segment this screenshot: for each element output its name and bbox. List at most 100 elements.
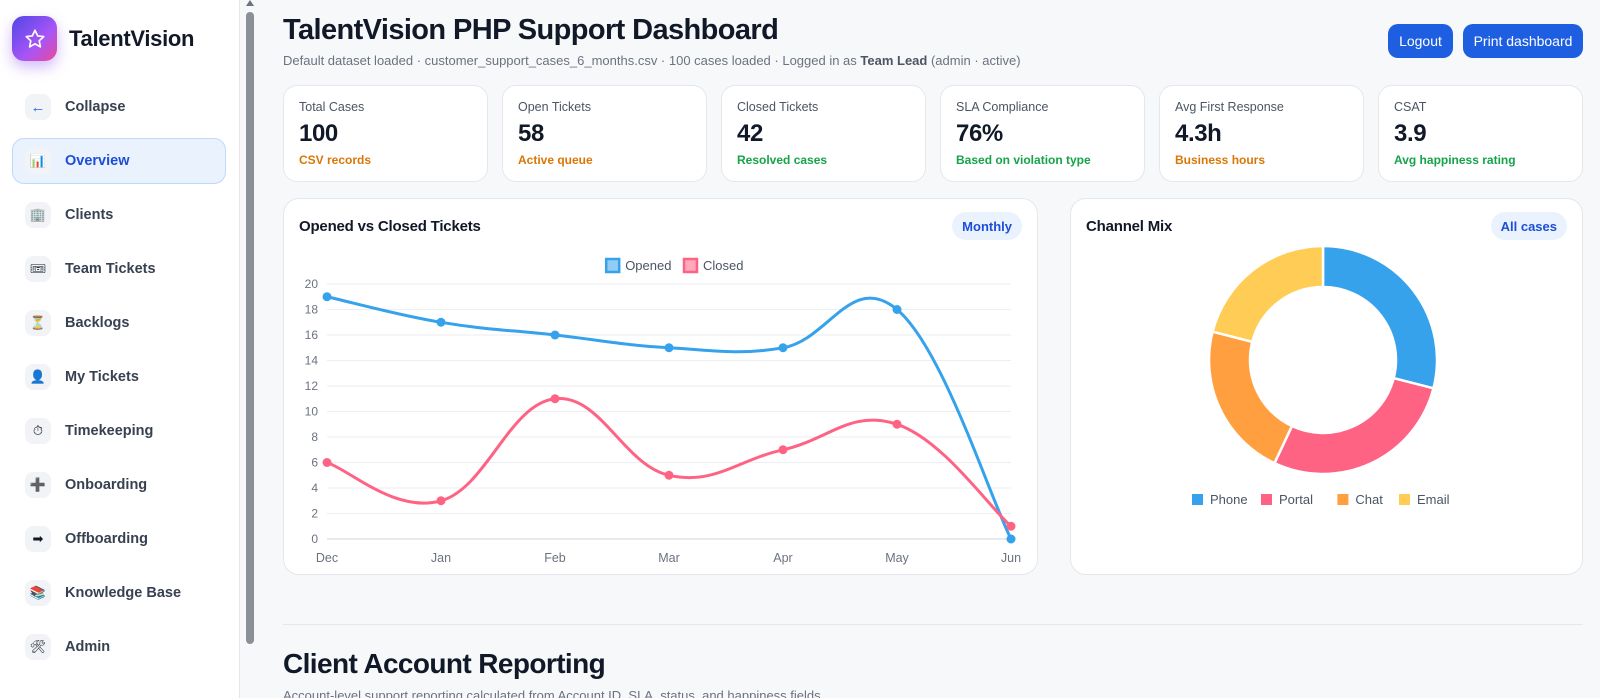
sidebar-item-label: My Tickets [65, 369, 139, 385]
page-subtitle: Default dataset loaded · customer_suppor… [283, 53, 1021, 68]
legend-swatch-opened[interactable] [604, 257, 621, 274]
sidebar-item-clients[interactable]: 🏢 Clients [12, 192, 226, 238]
subtitle-dataset-info: Default dataset loaded · customer_suppor… [283, 53, 861, 68]
kpi-value: 100 [299, 120, 338, 147]
data-point-opened[interactable] [550, 330, 560, 340]
sidebar-item-offboarding[interactable]: ➡ Offboarding [12, 516, 226, 562]
sidebar-item-collapse[interactable]: ← Collapse [12, 84, 226, 130]
bar-chart-icon: 📊 [25, 148, 51, 174]
donut-chart-title: Channel Mix [1086, 218, 1173, 235]
print-dashboard-button[interactable]: Print dashboard [1463, 24, 1583, 58]
sidebar-item-knowledge-base[interactable]: 📚 Knowledge Base [12, 570, 226, 616]
sidebar-item-my-tickets[interactable]: 👤 My Tickets [12, 354, 226, 400]
x-tick-label: Jun [1001, 551, 1021, 565]
x-tick-label: Dec [316, 551, 338, 565]
sidebar-scrollbar[interactable] [244, 0, 256, 698]
legend-label-portal[interactable]: Portal [1279, 492, 1313, 507]
kpi-value: 42 [737, 120, 763, 147]
legend-label-chat[interactable]: Chat [1355, 492, 1383, 507]
data-point-opened[interactable] [892, 305, 902, 314]
donut-slice-email[interactable] [1211, 244, 1325, 344]
legend-swatch-portal[interactable] [1261, 494, 1272, 505]
line-chart-legend: Opened Closed [604, 257, 743, 274]
y-tick-label: 18 [305, 303, 319, 317]
y-tick-label: 16 [305, 328, 319, 342]
legend-swatch-phone[interactable] [1192, 494, 1203, 505]
sidebar-item-team-tickets[interactable]: 🎟 Team Tickets [12, 246, 226, 292]
sidebar-item-label: Admin [65, 639, 111, 655]
sidebar-item-onboarding[interactable]: ➕ Onboarding [12, 462, 226, 508]
y-tick-label: 0 [311, 532, 318, 546]
star-logo-icon [12, 16, 57, 61]
donut-slice-chat[interactable] [1207, 330, 1294, 465]
monthly-filter-pill[interactable]: Monthly [952, 212, 1022, 240]
logout-button[interactable]: Logout [1388, 24, 1453, 58]
client-reporting-subtitle: Account-level support reporting calculat… [283, 688, 825, 698]
arrow-left-icon: ← [25, 94, 51, 120]
y-gridlines [327, 283, 1011, 540]
building-icon: 🏢 [25, 202, 51, 228]
kpi-note: Avg happiness rating [1394, 153, 1516, 167]
subtitle-user-status: (admin · active) [927, 53, 1021, 68]
sidebar-item-overview[interactable]: 📊 Overview [12, 138, 226, 184]
data-point-closed[interactable] [436, 496, 446, 506]
kpi-row: Total Cases 100 CSV records Open Tickets 58 A… [283, 85, 1583, 182]
x-tick-label: May [885, 551, 909, 565]
line-chart-title: Opened vs Closed Tickets [299, 218, 481, 235]
legend-label-phone[interactable]: Phone [1210, 492, 1248, 507]
legend-swatch-email[interactable] [1399, 494, 1410, 505]
sidebar: TalentVision ← Collapse 📊 Overview 🏢 Clients 🎟… [0, 0, 240, 698]
arrow-right-icon: ➡ [25, 526, 51, 552]
legend-label-closed[interactable]: Closed [703, 258, 743, 273]
kpi-card-avg-first-response: Avg First Response 4.3h Business hours [1159, 85, 1364, 182]
sidebar-item-label: Offboarding [65, 531, 148, 547]
kpi-label: Total Cases [299, 100, 365, 114]
kpi-note: CSV records [299, 153, 372, 167]
data-point-closed[interactable] [1006, 521, 1016, 531]
plus-icon: ➕ [25, 472, 51, 498]
data-point-opened[interactable] [436, 317, 446, 327]
y-tick-label: 14 [305, 354, 319, 368]
sidebar-item-timekeeping[interactable]: ⏱ Timekeeping [12, 408, 226, 454]
legend-swatch-closed[interactable] [682, 257, 699, 274]
data-point-closed[interactable] [322, 458, 332, 467]
legend-label-opened[interactable]: Opened [625, 258, 671, 273]
kpi-note: Resolved cases [737, 153, 828, 167]
kpi-card-csat: CSAT 3.9 Avg happiness rating [1378, 85, 1583, 182]
x-tick-label: Mar [658, 551, 680, 565]
data-point-opened[interactable] [778, 343, 788, 353]
scroll-thumb[interactable] [246, 12, 254, 644]
data-point-opened[interactable] [664, 343, 674, 353]
data-point-closed[interactable] [778, 445, 788, 455]
sidebar-item-admin[interactable]: 🛠 Admin [12, 624, 226, 670]
data-point-opened[interactable] [1006, 534, 1016, 544]
x-tick-label: Feb [544, 551, 566, 565]
all-cases-filter-pill[interactable]: All cases [1490, 212, 1567, 240]
donut-slice-phone[interactable] [1321, 244, 1439, 390]
sidebar-item-backlogs[interactable]: ⏳ Backlogs [12, 300, 226, 346]
scroll-up-arrow-icon[interactable] [246, 0, 254, 6]
y-tick-label: 8 [311, 430, 318, 444]
sidebar-item-label: Team Tickets [65, 261, 156, 277]
kpi-label: SLA Compliance [956, 100, 1049, 114]
brand[interactable]: TalentVision [12, 16, 194, 61]
sidebar-item-label: Overview [65, 153, 130, 169]
kpi-card-open-tickets: Open Tickets 58 Active queue [502, 85, 707, 182]
opened-vs-closed-card: Opened vs Closed Tickets Monthly 0 2 4 6 8 10… [283, 198, 1038, 575]
donut-slice-portal[interactable] [1272, 376, 1435, 476]
sidebar-item-label: Onboarding [65, 477, 148, 493]
legend-swatch-chat[interactable] [1337, 494, 1349, 505]
sidebar-item-label: Collapse [65, 99, 126, 115]
data-point-closed[interactable] [892, 419, 902, 429]
legend-label-email[interactable]: Email [1417, 492, 1450, 507]
data-point-closed[interactable] [664, 470, 674, 480]
data-point-closed[interactable] [550, 394, 560, 404]
kpi-label: Closed Tickets [737, 100, 819, 114]
page-title: TalentVision PHP Support Dashboard [283, 14, 779, 46]
data-point-opened[interactable] [322, 292, 332, 302]
x-tick-label: Apr [773, 551, 792, 565]
y-tick-label: 10 [305, 405, 319, 419]
user-role: Team Lead [860, 53, 928, 68]
tools-icon: 🛠 [25, 634, 51, 660]
series-line-opened [325, 295, 1013, 541]
